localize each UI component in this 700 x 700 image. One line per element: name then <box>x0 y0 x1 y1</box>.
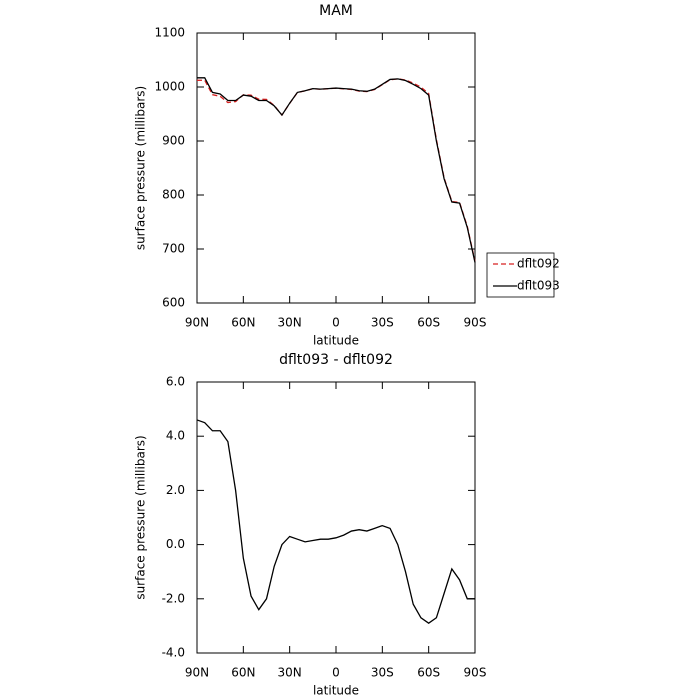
x-tick-label: 90S <box>464 666 487 680</box>
y-tick-label: 700 <box>162 242 185 256</box>
x-tick-label: 60S <box>417 666 440 680</box>
y-tick-label: -2.0 <box>162 591 185 605</box>
y-tick-label: 1100 <box>154 26 185 40</box>
y-tick-label: 900 <box>162 134 185 148</box>
x-tick-label: 90N <box>185 316 209 330</box>
legend-label: dflt092 <box>517 257 560 271</box>
x-tick-label: 90S <box>464 316 487 330</box>
chart-title: dflt093 - dflt092 <box>279 352 393 368</box>
x-tick-label: 30S <box>371 316 394 330</box>
y-tick-label: 800 <box>162 188 185 202</box>
x-tick-label: 90N <box>185 666 209 680</box>
y-tick-label: 2.0 <box>166 483 185 497</box>
x-tick-label: 60S <box>417 316 440 330</box>
legend-label: dflt093 <box>517 279 560 293</box>
y-axis-label: surface pressure (millibars) <box>134 86 148 250</box>
x-axis-label: latitude <box>313 684 359 698</box>
y-tick-label: 600 <box>162 296 185 310</box>
data-line <box>197 77 476 263</box>
y-tick-label: -4.0 <box>162 646 185 660</box>
data-line <box>196 78 476 262</box>
x-tick-label: 30N <box>278 316 302 330</box>
y-tick-label: 6.0 <box>166 375 185 389</box>
y-tick-label: 4.0 <box>166 429 185 443</box>
y-tick-label: 1000 <box>154 80 185 94</box>
x-tick-label: 30S <box>371 666 394 680</box>
x-tick-label: 30N <box>278 666 302 680</box>
data-line <box>196 419 475 624</box>
x-tick-label: 0 <box>332 666 340 680</box>
plot-frame <box>196 32 476 304</box>
y-axis-label: surface pressure (millibars) <box>134 435 148 599</box>
x-tick-label: 0 <box>332 316 340 330</box>
x-axis-label: latitude <box>313 334 359 348</box>
x-tick-label: 60N <box>231 316 255 330</box>
legend-box <box>486 252 555 298</box>
chart-title: MAM <box>319 3 353 19</box>
y-tick-label: 0.0 <box>166 537 185 551</box>
x-tick-label: 60N <box>231 666 255 680</box>
